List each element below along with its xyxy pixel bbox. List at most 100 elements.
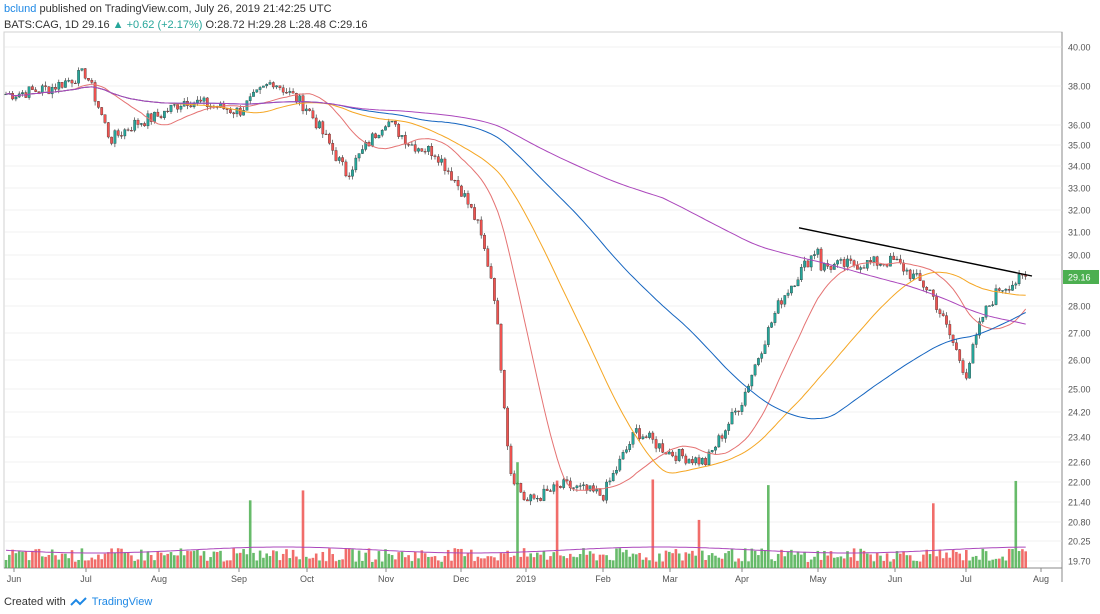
volume-bar [559, 555, 562, 568]
candle-body [304, 108, 308, 112]
candle-body [859, 267, 863, 270]
volume-bar [1017, 551, 1021, 568]
chart-header: bclund published on TradingView.com, Jul… [4, 2, 368, 32]
candle-body [113, 130, 117, 144]
candle-body [47, 86, 51, 95]
volume-bar [17, 551, 21, 568]
volume-bar [268, 556, 272, 568]
candle-body [100, 107, 104, 115]
volume-bar [202, 551, 206, 568]
candle-body [50, 87, 54, 95]
candle-body [618, 458, 622, 471]
volume-bar [377, 551, 381, 568]
y-tick-label: 22.60 [1068, 458, 1091, 468]
candle-body [328, 133, 331, 144]
volume-bar [248, 500, 252, 568]
y-tick-label: 19.70 [1068, 557, 1091, 567]
candle-body [456, 180, 460, 187]
candle-body [202, 97, 206, 102]
y-tick-label: 24.20 [1068, 408, 1091, 418]
candle-body [671, 451, 674, 457]
candle-body [928, 289, 932, 291]
candle-body [842, 259, 846, 267]
candle-body [730, 412, 734, 425]
candle-body [334, 150, 338, 161]
volume-bar [417, 558, 420, 568]
candle-body [496, 300, 500, 325]
candle-body [724, 430, 727, 439]
volume-bar [209, 557, 212, 568]
volume-bar [720, 558, 724, 568]
volume-bar [974, 555, 978, 568]
candle-body [159, 116, 163, 118]
volume-bar [341, 559, 344, 568]
volume-bar [347, 548, 351, 568]
volume-bar [638, 552, 641, 568]
volume-bar [324, 561, 328, 568]
candle-body [311, 110, 315, 119]
candle-body [964, 372, 968, 379]
volume-bar [308, 558, 311, 568]
volume-bar [605, 555, 608, 568]
candle-body [509, 445, 513, 474]
volume-bar [866, 553, 869, 568]
candle-body [931, 289, 935, 297]
volume-bar [664, 550, 668, 568]
candle-body [733, 410, 737, 413]
candle-body [31, 86, 34, 90]
candle-body [248, 96, 252, 101]
volume-bar [760, 548, 763, 568]
volume-bar [427, 556, 430, 568]
candle-body [955, 342, 958, 350]
candle-body [153, 111, 156, 122]
candle-body [126, 129, 130, 131]
volume-bar [1007, 548, 1011, 568]
candle-body [885, 264, 889, 267]
candle-body [245, 100, 249, 111]
candle-body [60, 82, 64, 88]
volume-bar [163, 555, 166, 568]
tradingview-link[interactable]: TradingView [91, 596, 153, 608]
candle-body [605, 481, 608, 501]
volume-bar [981, 548, 985, 568]
candle-body [535, 498, 539, 500]
candle-body [136, 119, 140, 125]
author-link[interactable]: bclund [4, 3, 37, 15]
y-tick-label: 35.00 [1068, 141, 1091, 151]
volume-bar [823, 550, 826, 568]
candle-body [856, 265, 859, 270]
candle-body [816, 248, 820, 255]
volume-bar [225, 560, 229, 568]
volume-bar [790, 549, 793, 568]
x-tick-label: Apr [735, 574, 749, 584]
volume-bar [107, 552, 110, 568]
candle-body [694, 457, 698, 464]
candle-body [410, 144, 414, 146]
candle-body [364, 142, 368, 150]
candle-body [489, 266, 493, 279]
volume-bar [668, 551, 671, 568]
volume-bar [961, 560, 965, 568]
volume-bar [740, 561, 744, 568]
candle-body [278, 85, 282, 88]
candle-body [370, 133, 374, 147]
candle-body [344, 161, 348, 177]
candle-body [486, 248, 490, 267]
volume-bar [697, 519, 701, 568]
candle-body [384, 126, 387, 131]
volume-bar [47, 554, 51, 568]
volume-bar [522, 548, 526, 568]
candle-body [281, 87, 285, 93]
candle-body [968, 363, 971, 379]
volume-bar [536, 552, 539, 568]
volume-bar [446, 549, 450, 568]
candle-body [592, 485, 595, 492]
volume-bar [932, 503, 935, 568]
volume-bar [374, 559, 377, 568]
candle-body [839, 259, 843, 261]
y-tick-label: 38.00 [1068, 82, 1091, 92]
candle-body [11, 93, 14, 100]
candle-body [318, 121, 321, 129]
candle-body [469, 204, 473, 208]
